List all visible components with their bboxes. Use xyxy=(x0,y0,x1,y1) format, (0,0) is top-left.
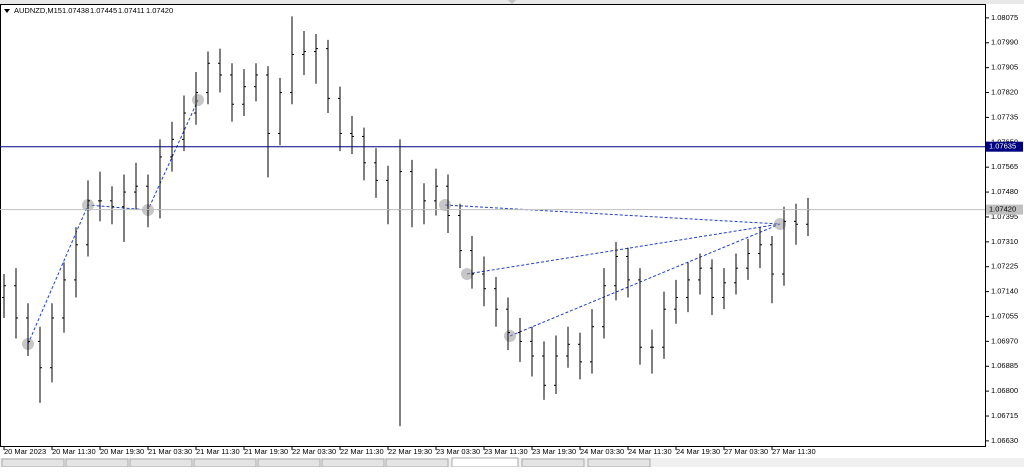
anchor xyxy=(192,94,204,106)
header-high: 1.07445 xyxy=(90,6,117,15)
x-tick-label: 22 Mar 11:30 xyxy=(340,447,384,456)
plot-border xyxy=(0,4,986,447)
trendline xyxy=(444,204,781,225)
tab[interactable] xyxy=(193,458,257,468)
trendlines xyxy=(27,99,781,345)
header-low: 1.07411 xyxy=(118,6,145,15)
tab[interactable] xyxy=(521,458,585,468)
x-tick-label: 22 Mar 19:30 xyxy=(388,447,432,456)
x-tick-label: 27 Mar 11:30 xyxy=(772,447,816,456)
y-tick-label: 1.08075 xyxy=(991,13,1018,22)
trendline xyxy=(27,99,199,345)
y-tick-label: 1.06715 xyxy=(991,411,1018,420)
menu-arrow[interactable] xyxy=(4,9,10,13)
trendline xyxy=(509,223,781,337)
y-tick-label: 1.07140 xyxy=(991,287,1018,296)
x-tick-label: 23 Mar 11:30 xyxy=(484,447,528,456)
price-label: 1.07420 xyxy=(989,205,1016,214)
tab[interactable] xyxy=(587,458,651,468)
x-tick-label: 24 Mar 03:30 xyxy=(580,447,624,456)
active-tab[interactable] xyxy=(451,457,519,468)
header-close: 1.07420 xyxy=(146,6,173,15)
x-tick-label: 24 Mar 11:30 xyxy=(628,447,672,456)
y-tick-label: 1.07735 xyxy=(991,112,1018,121)
y-tick-label: 1.07480 xyxy=(991,187,1018,196)
tab[interactable] xyxy=(385,458,449,468)
y-tick-label: 1.07565 xyxy=(991,162,1018,171)
x-tick-label: 21 Mar 19:30 xyxy=(244,447,288,456)
x-tick-label: 23 Mar 19:30 xyxy=(532,447,576,456)
price-label-box xyxy=(986,141,1023,152)
tab[interactable] xyxy=(257,458,321,468)
scroll-marker xyxy=(508,0,516,4)
y-tick-label: 1.07905 xyxy=(991,63,1018,72)
tab[interactable] xyxy=(1,458,65,468)
y-tick-label: 1.07310 xyxy=(991,237,1018,246)
tab[interactable] xyxy=(321,458,385,468)
x-tick-label: 21 Mar 03:30 xyxy=(148,447,192,456)
y-tick-label: 1.07395 xyxy=(991,212,1018,221)
y-tick-label: 1.06800 xyxy=(991,386,1018,395)
x-tick-label: 21 Mar 11:30 xyxy=(196,447,240,456)
x-tick-label: 20 Mar 19:30 xyxy=(100,447,144,456)
symbol-label: AUDNZD,M15 xyxy=(14,6,62,15)
y-tick-label: 1.07055 xyxy=(991,311,1018,320)
y-tick-label: 1.07225 xyxy=(991,262,1018,271)
y-tick-label: 1.06630 xyxy=(991,436,1018,445)
x-tick-label: 22 Mar 03:30 xyxy=(292,447,336,456)
x-tick-label: 20 Mar 11:30 xyxy=(52,447,96,456)
tab-bar xyxy=(0,457,1024,468)
anchor xyxy=(504,330,516,342)
x-tick-label: 20 Mar 2023 xyxy=(4,447,46,456)
price-label: 1.07635 xyxy=(989,142,1016,151)
y-tick-label: 1.07990 xyxy=(991,38,1018,47)
anchor xyxy=(774,218,786,230)
x-tick-label: 27 Mar 03:30 xyxy=(724,447,768,456)
anchor xyxy=(461,268,473,280)
tab[interactable] xyxy=(129,458,193,468)
tab[interactable] xyxy=(65,458,129,468)
header-open: 1.07438 xyxy=(62,6,89,15)
y-tick-label: 1.06970 xyxy=(991,336,1018,345)
price-label-box xyxy=(986,204,1023,215)
y-tick-label: 1.07820 xyxy=(991,88,1018,97)
y-tick-label: 1.06885 xyxy=(991,361,1018,370)
x-tick-label: 23 Mar 03:30 xyxy=(436,447,480,456)
x-tick-label: 24 Mar 19:30 xyxy=(676,447,720,456)
trendline xyxy=(466,223,781,275)
